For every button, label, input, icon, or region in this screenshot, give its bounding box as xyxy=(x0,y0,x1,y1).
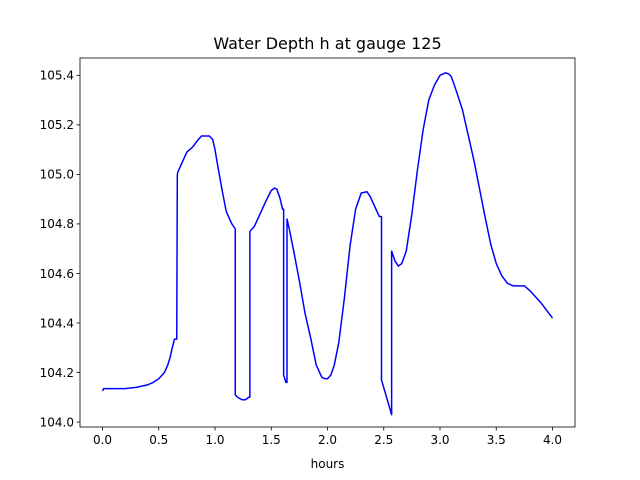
y-tick-label: 105.0 xyxy=(40,168,74,182)
series-line-0 xyxy=(101,72,554,416)
y-tick-label: 104.4 xyxy=(40,316,74,330)
y-tick-label: 105.4 xyxy=(40,69,74,83)
chart-title: Water Depth h at gauge 125 xyxy=(213,34,441,53)
y-tick-label: 104.0 xyxy=(40,415,74,429)
y-tick-label: 104.8 xyxy=(40,217,74,231)
plot-frame xyxy=(79,57,576,428)
x-tick-label: 4.0 xyxy=(543,433,562,447)
x-tick-label: 3.5 xyxy=(487,433,506,447)
x-tick-label: 2.5 xyxy=(374,433,393,447)
x-tick-label: 0.0 xyxy=(93,433,112,447)
x-tick-label: 1.5 xyxy=(262,433,281,447)
y-tick-label: 104.6 xyxy=(40,267,74,281)
x-tick-label: 2.0 xyxy=(318,433,337,447)
x-tick-label: 0.5 xyxy=(149,433,168,447)
y-tick-label: 105.2 xyxy=(40,118,74,132)
x-tick-label: 3.0 xyxy=(430,433,449,447)
x-axis-label: hours xyxy=(311,457,345,471)
x-tick-label: 1.0 xyxy=(205,433,224,447)
y-tick-label: 104.2 xyxy=(40,366,74,380)
